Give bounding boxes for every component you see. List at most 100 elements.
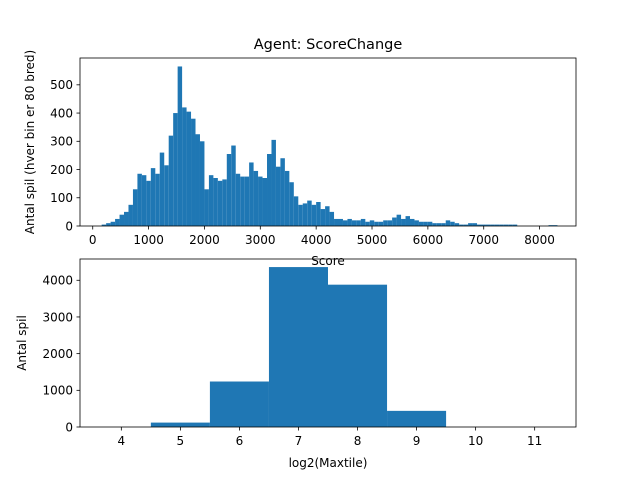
score-histogram-bar xyxy=(494,224,500,226)
score-histogram-x-tick-label: 0 xyxy=(89,233,97,247)
score-histogram-bar xyxy=(477,224,482,226)
score-histogram-y-label: Antal spil (hver bin er 80 bred) xyxy=(23,50,37,234)
score-histogram-bar xyxy=(132,189,138,226)
maxtile-histogram-y-tick-label: 0 xyxy=(65,420,73,434)
score-histogram-bar xyxy=(217,180,223,226)
score-histogram-bar xyxy=(427,221,433,226)
score-histogram-bar xyxy=(418,221,424,226)
maxtile-histogram-bar xyxy=(209,381,269,427)
score-histogram-bar xyxy=(249,162,254,226)
maxtile-histogram-y-tick-label: 3000 xyxy=(42,310,73,324)
maxtile-histogram-x-tick-label: 7 xyxy=(295,434,303,448)
maxtile-histogram-x-tick-label: 9 xyxy=(413,434,421,448)
score-histogram-y-tick-label: 300 xyxy=(50,135,73,149)
score-histogram-bar xyxy=(325,206,330,226)
maxtile-histogram-y-tick-label: 1000 xyxy=(42,384,73,398)
maxtile-histogram-x-ticks: 4 5 6 7 8 9 10 11 xyxy=(118,427,542,448)
maxtile-histogram-frame xyxy=(79,258,577,428)
score-histogram-bars xyxy=(101,66,558,227)
score-histogram-bar xyxy=(275,166,281,226)
maxtile-histogram-x-tick-label: 8 xyxy=(354,434,362,448)
score-histogram-bar xyxy=(329,211,335,226)
score-histogram-axes: 0 1000 2000 3000 4000 5000 6000 7000 8000 0 100 20… xyxy=(23,37,577,268)
score-histogram-bar xyxy=(356,220,361,226)
score-histogram-bar xyxy=(405,216,410,226)
score-histogram-bar xyxy=(316,202,321,226)
score-histogram-bar xyxy=(267,154,272,226)
score-histogram-y-tick-label: 200 xyxy=(50,163,73,177)
score-histogram-bar xyxy=(195,134,200,226)
maxtile-histogram-y-label: Antal spil xyxy=(15,315,29,371)
score-histogram-bar xyxy=(128,204,133,226)
score-histogram-bar xyxy=(235,173,241,226)
score-histogram-bar xyxy=(499,224,504,226)
score-histogram-bar xyxy=(137,173,142,226)
score-histogram-bar xyxy=(432,223,437,226)
score-histogram-bar xyxy=(199,141,205,226)
score-histogram-bar xyxy=(490,224,495,226)
score-histogram-bar xyxy=(347,218,352,226)
score-histogram-x-tick-label: 3000 xyxy=(245,233,276,247)
score-histogram-frame xyxy=(79,57,577,227)
score-histogram-bar xyxy=(320,209,326,226)
score-histogram-bar xyxy=(115,218,120,226)
score-histogram-bar xyxy=(150,168,156,226)
score-histogram-bar xyxy=(396,214,402,226)
score-histogram-bar xyxy=(302,203,308,226)
score-histogram-bar xyxy=(378,221,384,226)
score-histogram-bar xyxy=(244,176,250,226)
score-histogram-x-tick-label: 1000 xyxy=(133,233,164,247)
maxtile-histogram-x-tick-label: 5 xyxy=(177,434,185,448)
score-histogram-bar xyxy=(552,225,558,226)
score-histogram-bar xyxy=(258,176,263,226)
score-histogram-bar xyxy=(311,204,317,226)
score-histogram-bar xyxy=(177,66,183,227)
score-histogram-bar xyxy=(459,224,464,226)
maxtile-histogram-y-ticks: 0 1000 2000 3000 4000 xyxy=(42,274,80,434)
maxtile-histogram-bar xyxy=(387,410,447,427)
score-histogram-bar xyxy=(503,224,509,226)
score-histogram-bar xyxy=(119,214,125,226)
score-histogram-x-tick-label: 4000 xyxy=(301,233,332,247)
maxtile-histogram-bar xyxy=(328,284,388,427)
score-histogram-bar xyxy=(240,176,245,226)
score-histogram-bar xyxy=(334,218,339,226)
score-histogram-bar xyxy=(191,118,196,226)
maxtile-histogram-bar xyxy=(150,422,210,427)
score-histogram-x-tick-label: 7000 xyxy=(468,233,499,247)
maxtile-histogram-x-label: log2(Maxtile) xyxy=(289,456,368,470)
score-histogram-x-tick-label: 2000 xyxy=(189,233,220,247)
score-histogram-bar xyxy=(481,224,486,226)
score-histogram-bar xyxy=(164,165,169,226)
score-histogram-bar xyxy=(208,175,214,226)
score-histogram-bar xyxy=(436,223,442,226)
score-histogram-bar xyxy=(423,221,428,226)
maxtile-histogram-bar xyxy=(268,267,328,427)
score-histogram-bar xyxy=(204,189,209,226)
score-histogram-bar xyxy=(159,152,165,226)
score-histogram-bar xyxy=(213,178,218,226)
score-histogram-bar xyxy=(342,220,348,226)
score-histogram-bar xyxy=(222,179,227,226)
score-histogram-bar xyxy=(186,111,192,226)
score-histogram-bar xyxy=(271,139,276,226)
score-histogram-bar xyxy=(445,220,451,226)
score-histogram-bar xyxy=(338,218,343,226)
score-histogram-x-ticks: 0 1000 2000 3000 4000 5000 6000 7000 8000 xyxy=(89,226,555,247)
score-histogram-x-label: Score xyxy=(311,254,345,268)
maxtile-histogram-y-tick-label: 2000 xyxy=(42,347,73,361)
maxtile-histogram-x-tick-label: 4 xyxy=(118,434,126,448)
score-histogram-bar xyxy=(454,223,460,226)
score-histogram-y-tick-label: 400 xyxy=(50,106,73,120)
score-histogram-bar xyxy=(472,223,478,226)
score-histogram-bar xyxy=(512,224,518,226)
score-histogram-bar xyxy=(124,211,129,226)
score-histogram-bar xyxy=(360,218,366,226)
score-histogram-bar xyxy=(369,220,375,226)
score-histogram-bar xyxy=(101,224,107,226)
score-histogram-bar xyxy=(253,170,259,226)
score-histogram-y-tick-label: 500 xyxy=(50,78,73,92)
score-histogram-bar xyxy=(106,223,111,226)
score-histogram-y-tick-label: 100 xyxy=(50,191,73,205)
